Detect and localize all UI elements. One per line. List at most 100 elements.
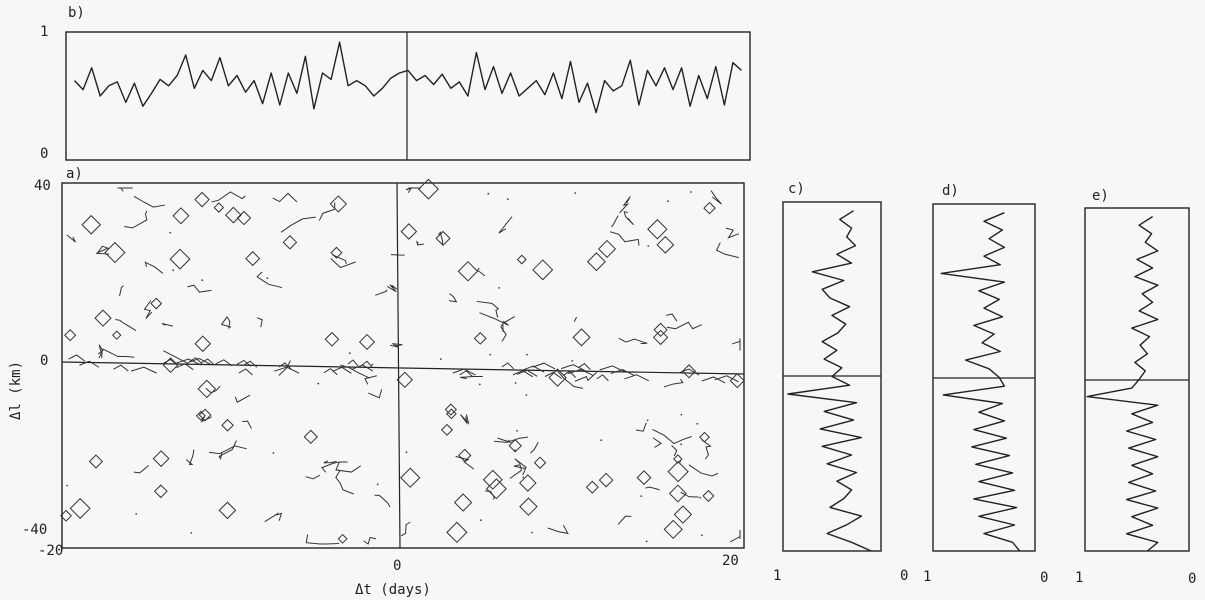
contour-mark bbox=[500, 324, 507, 342]
panel-b-ytick-bottom: 0 bbox=[40, 146, 48, 162]
contour-mark bbox=[702, 489, 715, 502]
contour-mark bbox=[479, 312, 509, 326]
contour-mark bbox=[568, 368, 594, 376]
contour-mark bbox=[417, 178, 439, 200]
contour-mark bbox=[476, 267, 486, 277]
contour-mark bbox=[574, 371, 598, 382]
contour-mark bbox=[635, 422, 647, 432]
contour-mark bbox=[374, 494, 391, 508]
contour-mark bbox=[618, 337, 648, 345]
panel-e-xtick-right: 0 bbox=[1188, 571, 1196, 587]
contour-mark bbox=[236, 359, 252, 367]
contour-mark bbox=[656, 235, 675, 254]
contour-mark bbox=[516, 429, 518, 432]
contour-mark bbox=[143, 300, 153, 319]
contour-mark bbox=[348, 352, 351, 355]
contour-mark bbox=[242, 420, 252, 429]
contour-mark bbox=[611, 215, 619, 228]
contour-mark bbox=[525, 394, 528, 396]
contour-mark bbox=[673, 505, 693, 524]
contour-mark bbox=[172, 207, 190, 225]
contour-mark bbox=[190, 532, 193, 534]
contour-mark bbox=[445, 408, 457, 420]
panel-a-ytick-top: 40 bbox=[34, 178, 51, 194]
contour-mark bbox=[530, 441, 539, 454]
contour-mark bbox=[701, 534, 703, 537]
contour-mark bbox=[544, 371, 562, 379]
panel-d-xtick-right: 0 bbox=[1040, 570, 1048, 586]
contour-mark bbox=[330, 246, 343, 259]
contour-mark bbox=[690, 191, 692, 193]
contour-mark bbox=[318, 202, 336, 221]
contour-mark bbox=[153, 484, 168, 499]
panel-c-label: c) bbox=[788, 181, 805, 197]
contour-mark bbox=[578, 362, 591, 370]
contour-mark bbox=[361, 360, 373, 368]
contour-mark bbox=[597, 239, 617, 259]
panel-a-xlabel: Δt (days) bbox=[355, 582, 431, 598]
contour-mark bbox=[440, 423, 454, 436]
contour-mark bbox=[98, 348, 135, 359]
panel-c-xtick-left: 1 bbox=[773, 568, 781, 584]
contour-mark bbox=[405, 451, 408, 454]
contour-mark bbox=[512, 370, 534, 378]
panel-a-ytick-middle: 0 bbox=[40, 353, 48, 369]
panel-c: c) 1 0 bbox=[773, 181, 908, 584]
contour-mark bbox=[519, 497, 538, 516]
contour-mark bbox=[264, 512, 283, 523]
contour-mark bbox=[596, 374, 609, 382]
contour-mark bbox=[522, 476, 525, 479]
contour-mark bbox=[266, 277, 269, 280]
contour-mark bbox=[81, 214, 102, 235]
contour-mark bbox=[211, 191, 246, 203]
contour-mark bbox=[280, 216, 316, 233]
contour-mark bbox=[663, 378, 684, 388]
contour-mark bbox=[111, 330, 122, 340]
contour-mark bbox=[668, 484, 687, 503]
contour-mark bbox=[218, 501, 237, 520]
contour-mark bbox=[368, 389, 383, 399]
panel-c-line bbox=[787, 210, 872, 552]
panel-e-xtick-left: 1 bbox=[1075, 570, 1083, 586]
contour-mark bbox=[66, 234, 76, 243]
panel-d: d) 1 0 bbox=[923, 183, 1048, 586]
contour-mark bbox=[586, 252, 606, 272]
panel-d-line bbox=[940, 212, 1021, 552]
contour-mark bbox=[330, 258, 356, 269]
contour-mark bbox=[94, 309, 112, 327]
contour-mark bbox=[498, 287, 500, 289]
contour-mark bbox=[497, 437, 512, 444]
contour-mark bbox=[347, 359, 359, 367]
contour-mark bbox=[646, 419, 649, 422]
contour-mark bbox=[482, 469, 503, 490]
contour-mark bbox=[478, 383, 481, 386]
contour-mark bbox=[610, 231, 640, 246]
contour-mark bbox=[561, 364, 586, 372]
contour-mark bbox=[679, 460, 682, 463]
contour-mark bbox=[272, 452, 275, 454]
contour-mark bbox=[460, 414, 470, 425]
contour-mark bbox=[335, 469, 354, 495]
contour-mark bbox=[671, 445, 678, 457]
contour-mark bbox=[209, 445, 247, 455]
contour-mark bbox=[667, 460, 689, 483]
contour-mark bbox=[400, 467, 421, 488]
contour-mark bbox=[332, 366, 352, 374]
contour-mark bbox=[699, 431, 710, 443]
contour-mark bbox=[667, 200, 669, 203]
contour-mark bbox=[710, 190, 722, 205]
contour-mark bbox=[163, 350, 191, 366]
contour-mark bbox=[69, 497, 91, 519]
panel-a-xtick-middle: 0 bbox=[393, 558, 401, 574]
panel-e-label: e) bbox=[1092, 188, 1109, 204]
panel-e-line bbox=[1086, 216, 1159, 552]
contour-mark bbox=[701, 376, 726, 384]
contour-mark bbox=[144, 261, 164, 274]
contour-mark bbox=[502, 316, 515, 333]
contour-mark bbox=[236, 210, 252, 226]
contour-mark bbox=[600, 439, 603, 442]
contour-mark bbox=[598, 472, 614, 488]
contour-mark bbox=[152, 450, 170, 468]
contour-mark bbox=[489, 353, 492, 356]
